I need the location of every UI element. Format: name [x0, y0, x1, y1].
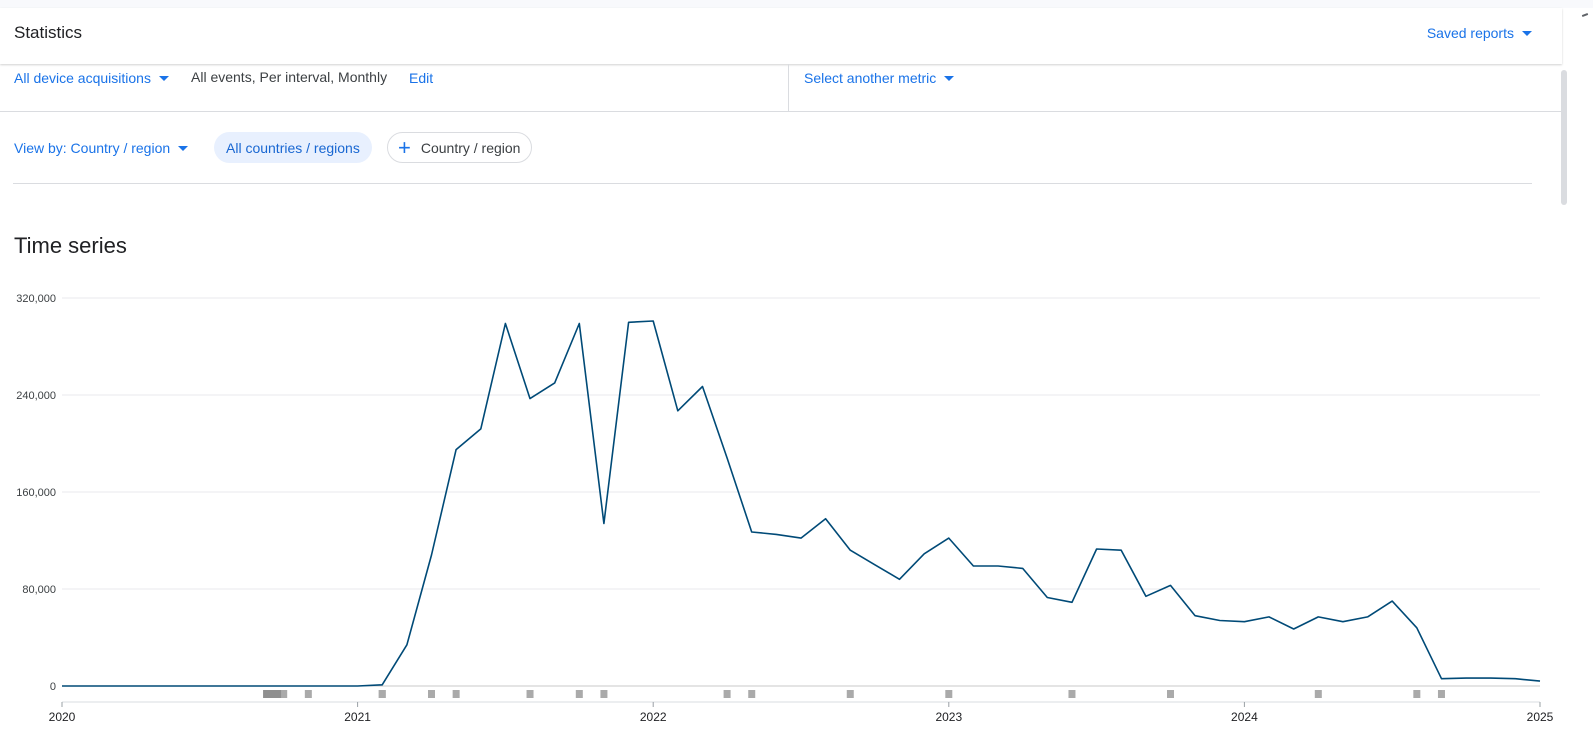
series-line — [62, 320, 1541, 687]
select-another-metric-label: Select another metric — [804, 70, 937, 86]
x-tick-label: 2022 — [640, 710, 667, 724]
x-tick-label: 2023 — [935, 710, 962, 724]
event-marker — [1314, 690, 1322, 698]
select-another-metric-dropdown[interactable]: Select another metric — [804, 70, 955, 86]
x-tick-label: 2020 — [49, 710, 76, 724]
y-tick-label: 0 — [50, 681, 56, 693]
event-marker — [600, 690, 608, 698]
event-marker — [748, 690, 756, 698]
event-marker — [945, 690, 953, 698]
add-country-chip[interactable]: + Country / region — [387, 132, 533, 163]
event-marker — [575, 690, 583, 698]
event-marker — [1437, 690, 1445, 698]
all-countries-chip-label: All countries / regions — [226, 139, 360, 156]
page-title: Statistics — [14, 23, 83, 42]
plus-icon: + — [398, 134, 411, 160]
event-marker — [526, 690, 534, 698]
page-header: Statistics Saved reports — [0, 8, 1562, 64]
top-strip — [0, 0, 1593, 8]
y-tick-label: 320,000 — [16, 293, 56, 305]
add-country-chip-label: Country / region — [420, 139, 521, 156]
y-tick-label: 160,000 — [16, 487, 56, 499]
x-tick-label: 2021 — [344, 710, 371, 724]
event-marker — [1167, 690, 1174, 698]
time-series-chart: 0 80,000 160,000 240,000 320,000 2020 2021 2022… — [16, 293, 1554, 724]
metric-bar: All device acquisitions All events, Per … — [0, 64, 1562, 112]
y-tick-label: 80,000 — [22, 584, 56, 596]
event-marker — [1068, 690, 1076, 698]
event-marker — [428, 690, 435, 698]
saved-reports-label: Saved reports — [1426, 25, 1514, 41]
saved-reports-button[interactable]: Saved reports — [1427, 25, 1532, 41]
view-by-bar: View by: Country / region All countries … — [13, 112, 1532, 184]
edit-button[interactable]: Edit — [409, 70, 434, 86]
chevron-down-icon — [1522, 30, 1532, 36]
divider — [788, 64, 789, 111]
section-title: Time series — [14, 233, 127, 258]
x-tick-label: 2025 — [1527, 710, 1554, 724]
acquisition-metric-dropdown[interactable]: All device acquisitions — [14, 70, 169, 86]
event-marker — [452, 690, 460, 698]
chevron-down-icon — [178, 145, 189, 151]
event-marker — [280, 690, 288, 698]
acquisition-metric-label: All device acquisitions — [14, 70, 151, 86]
event-marker — [1413, 690, 1421, 698]
chevron-down-icon — [158, 75, 169, 81]
scrollbar[interactable] — [1561, 70, 1567, 205]
view-by-dropdown[interactable]: View by: Country / region — [14, 140, 189, 156]
all-countries-chip[interactable]: All countries / regions — [214, 132, 372, 163]
event-marker — [304, 690, 312, 698]
corner-mark — [1581, 13, 1589, 17]
metric-description: All events, Per interval, Monthly — [191, 69, 388, 85]
y-tick-label: 240,000 — [16, 390, 56, 402]
event-marker — [263, 690, 282, 698]
event-marker — [723, 690, 731, 698]
x-tick-label: 2024 — [1231, 710, 1258, 724]
view-by-label: View by: Country / region — [14, 140, 171, 156]
event-marker — [846, 690, 854, 698]
chevron-down-icon — [944, 75, 955, 81]
event-marker — [378, 690, 386, 698]
